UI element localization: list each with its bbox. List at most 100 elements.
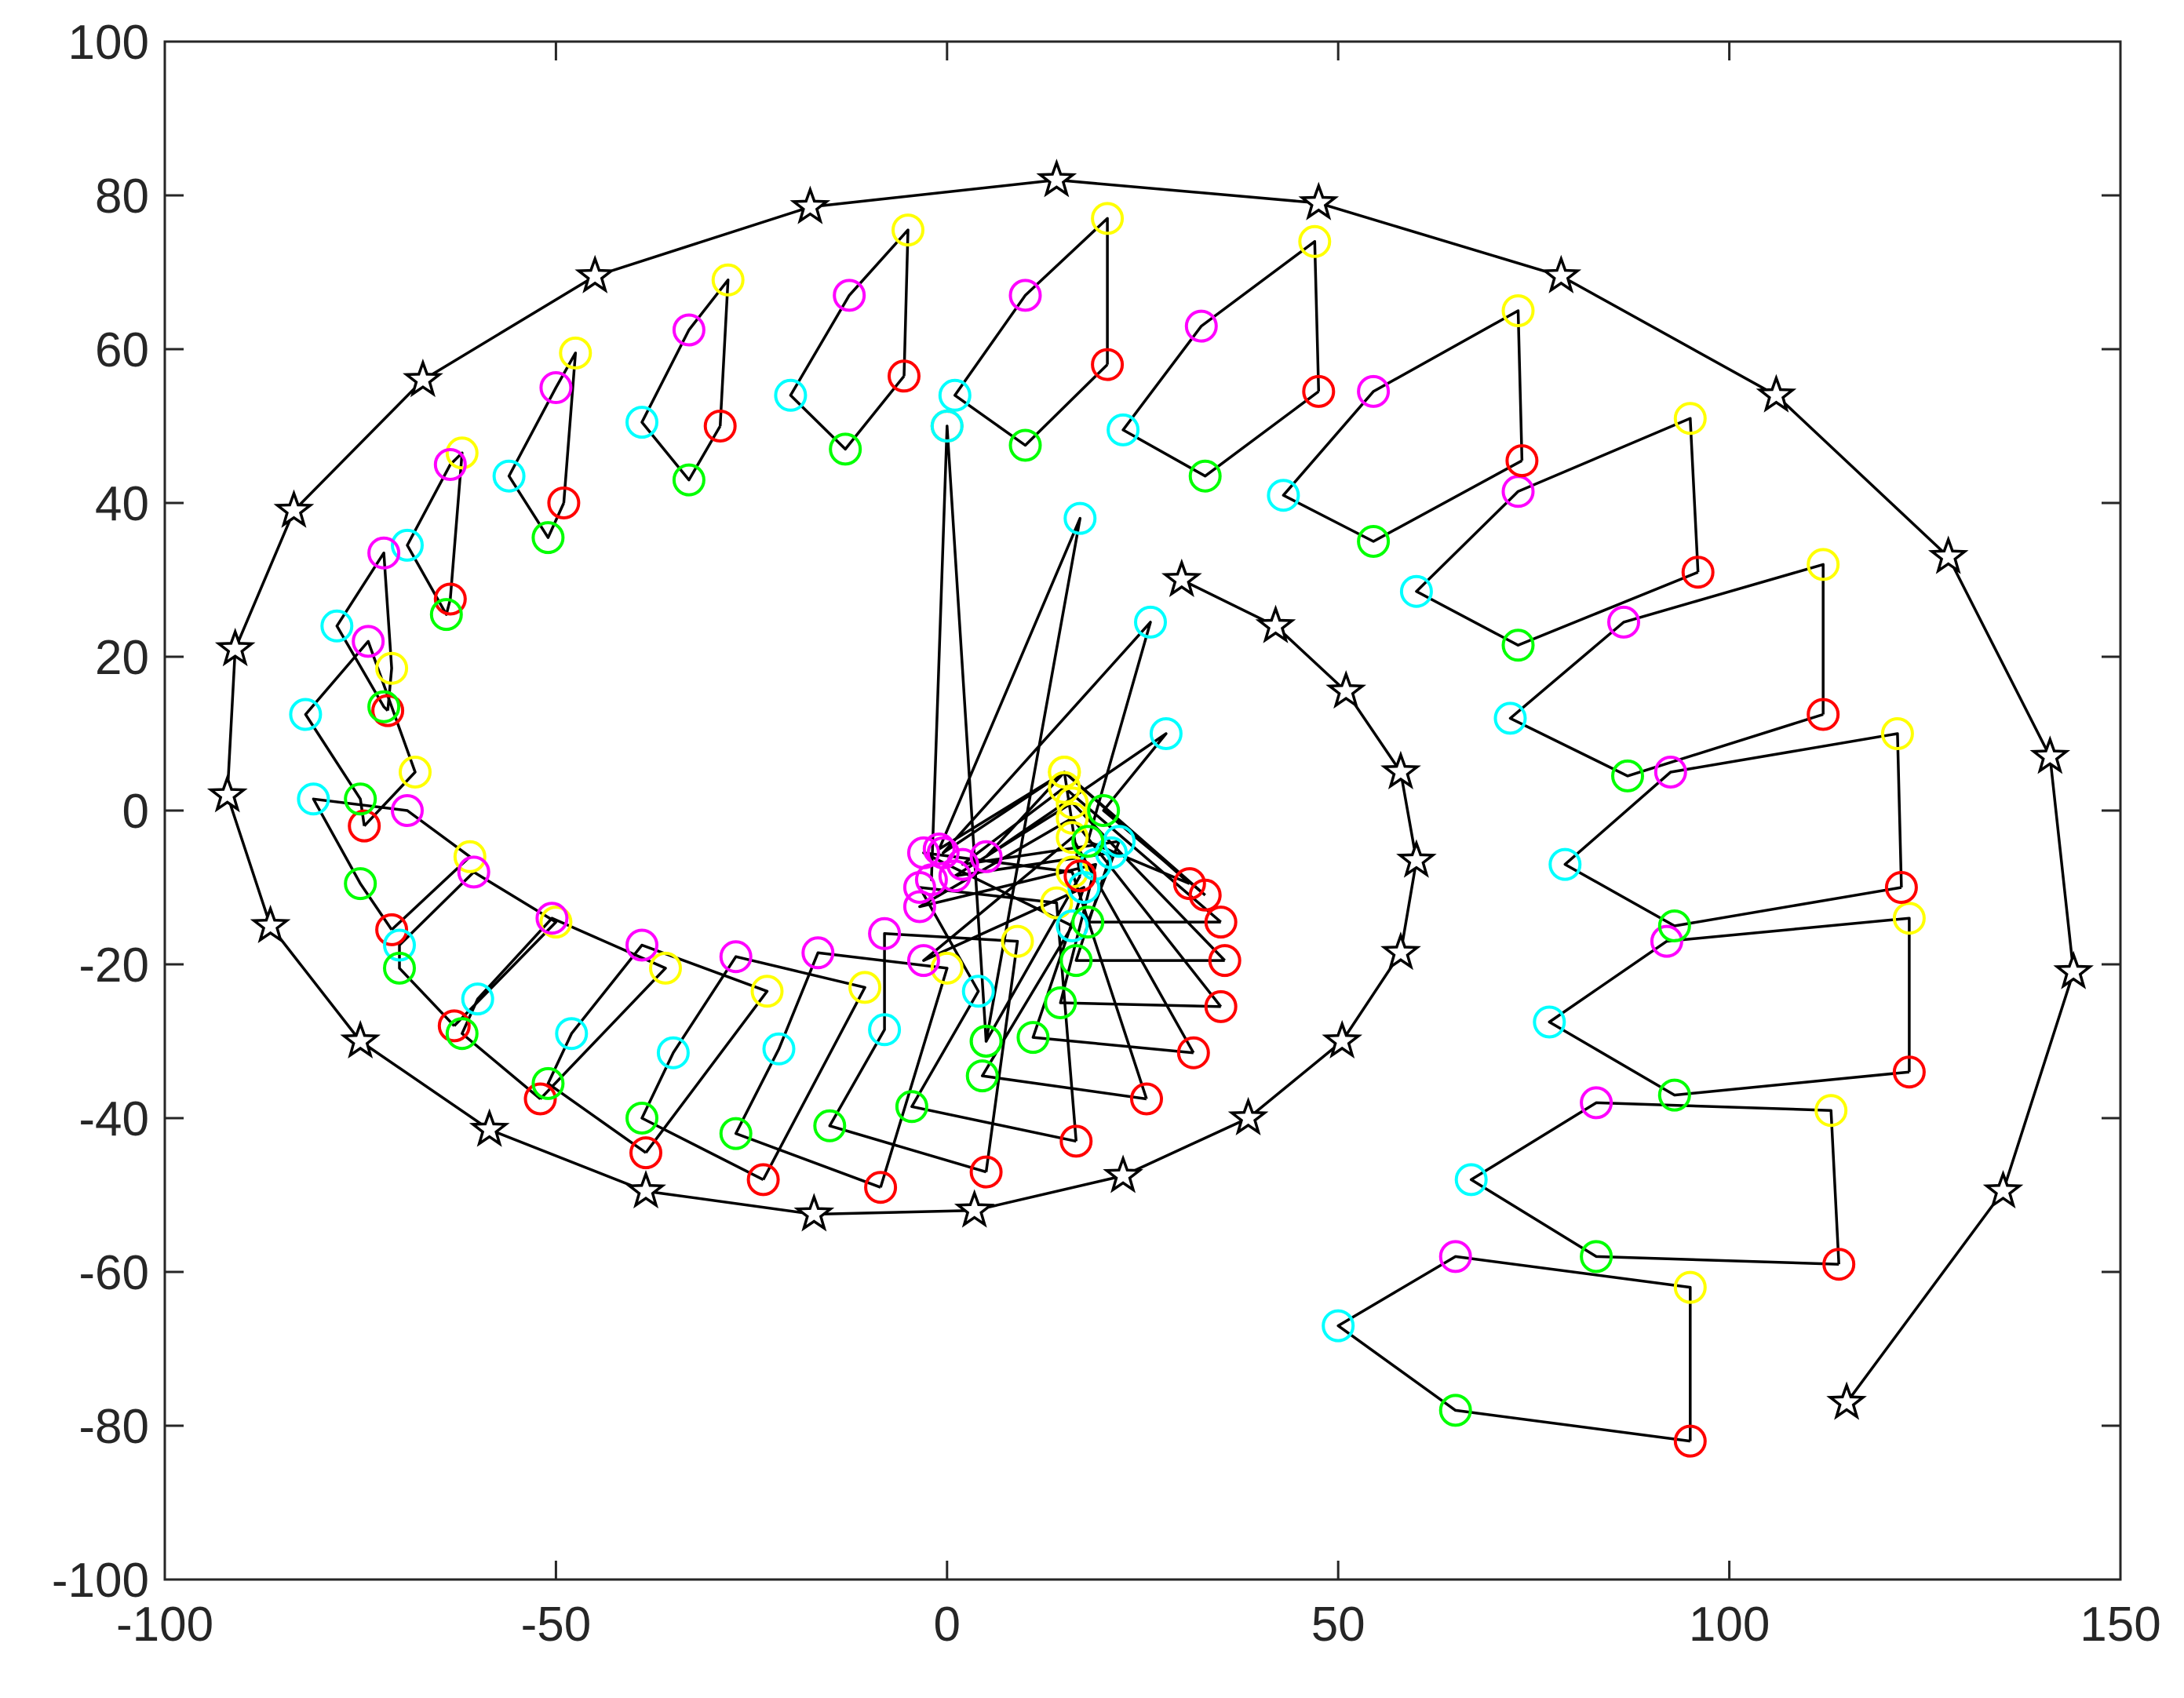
cyan-circle-point — [656, 1036, 690, 1069]
cyan-circle-point — [1533, 1005, 1566, 1039]
y-tick-label: 100 — [68, 16, 149, 70]
star-marker — [574, 254, 616, 293]
x-tick-label: 100 — [1689, 1598, 1770, 1652]
magenta-circle-point — [457, 855, 490, 889]
group-line-2 — [1548, 916, 1911, 1097]
cyan-circle-point — [461, 982, 494, 1016]
yellow-circle-point — [1807, 548, 1840, 581]
red-circle-point — [1673, 1424, 1707, 1458]
cyan-circle-point — [289, 698, 323, 731]
y-tick-label: -40 — [78, 1092, 149, 1146]
green-circle-point — [1611, 759, 1644, 793]
cyan-circle-point — [1063, 501, 1097, 535]
group-line-27 — [961, 785, 1222, 924]
red-circle-point — [433, 582, 467, 616]
group-line-21 — [828, 932, 1019, 1174]
cyan-circle-point — [1056, 909, 1089, 942]
red-circle-point — [1091, 348, 1125, 381]
group-line-6 — [1282, 309, 1524, 543]
group-line-17 — [461, 916, 667, 1100]
cyan-circle-point — [1322, 1309, 1355, 1343]
star-marker — [793, 1193, 835, 1232]
group-line-0 — [1336, 1255, 1692, 1443]
red-circle-point — [703, 410, 737, 443]
green-circle-point — [1071, 905, 1105, 939]
green-circle-point — [672, 463, 706, 497]
cyan-circle-point — [1454, 1163, 1488, 1197]
yellow-circle-point — [1048, 756, 1081, 789]
group-line-4 — [1508, 563, 1825, 778]
red-circle-point — [1176, 1036, 1210, 1069]
group-line-10 — [640, 279, 730, 482]
magenta-circle-point — [535, 902, 569, 935]
cyan-circle-point — [625, 406, 658, 439]
red-circle-point — [371, 694, 405, 727]
yellow-circle-point — [1673, 1270, 1707, 1304]
magenta-circle-point — [367, 536, 401, 570]
cyan-circle-point — [762, 1032, 796, 1066]
magenta-circle-point — [1184, 309, 1218, 343]
green-circle-point — [969, 1025, 1003, 1058]
yellow-circle-point — [399, 756, 432, 789]
magenta-circle-point — [833, 279, 866, 312]
magenta-circle-point — [391, 794, 424, 827]
star-marker — [2053, 950, 2094, 989]
red-circle-point — [523, 1082, 557, 1116]
y-tick-label: 60 — [95, 323, 149, 377]
cyan-circle-point — [774, 378, 808, 412]
star-marker — [273, 489, 315, 528]
yellow-circle-point — [1056, 786, 1089, 820]
red-circle-point — [1059, 1124, 1093, 1158]
red-circle-point — [1208, 944, 1241, 978]
green-circle-point — [531, 521, 565, 555]
magenta-circle-point — [902, 890, 936, 924]
magenta-circle-point — [1653, 756, 1687, 789]
red-circle-point — [1505, 444, 1539, 478]
green-circle-point — [625, 1102, 658, 1135]
star-marker — [625, 1169, 666, 1209]
yellow-circle-point — [1298, 224, 1332, 258]
group-line-11 — [507, 352, 578, 539]
magenta-circle-point — [719, 940, 753, 974]
cyan-circle-point — [1267, 479, 1300, 512]
green-circle-point — [1438, 1394, 1472, 1427]
star-marker — [1380, 750, 1421, 790]
red-circle-point — [348, 809, 381, 843]
star-marker — [1161, 558, 1202, 598]
y-tick-label: 80 — [95, 169, 149, 224]
star-marker — [2029, 735, 2071, 774]
star-marker — [469, 1108, 510, 1147]
red-circle-point — [1681, 556, 1715, 589]
tick-labels-layer: -100 -50 0 50 100 150 100 80 60 40 20 0 -20 -40 -60 -80… — [52, 16, 2161, 1652]
red-circle-point — [1892, 1055, 1926, 1089]
green-circle-point — [1357, 525, 1391, 558]
cyan-circle-point — [1149, 717, 1183, 750]
cyan-circle-point — [1107, 413, 1140, 446]
star-marker — [403, 358, 443, 398]
green-circle-point — [344, 867, 377, 901]
yellow-circle-point — [375, 651, 409, 685]
green-circle-point — [344, 782, 377, 816]
red-circle-point — [375, 913, 409, 946]
green-circle-point — [895, 1090, 928, 1124]
green-circle-point — [829, 432, 862, 466]
red-circle-point — [746, 1163, 780, 1197]
green-circle-point — [1087, 794, 1121, 827]
magenta-circle-point — [1357, 374, 1391, 408]
star-marker — [1540, 254, 1582, 293]
y-tick-label: -80 — [78, 1400, 149, 1454]
cyan-circle-point — [1493, 701, 1527, 735]
red-circle-point — [1822, 1248, 1856, 1281]
star-marker — [1103, 1154, 1143, 1193]
magenta-circle-point — [926, 836, 960, 869]
red-circle-point — [1807, 698, 1840, 731]
yellow-circle-point — [649, 951, 682, 985]
cyan-circle-point — [868, 1013, 902, 1047]
yellow-circle-point — [453, 840, 487, 873]
red-circle-point — [437, 1009, 471, 1043]
cyan-circle-point — [1399, 574, 1433, 608]
green-circle-point — [1071, 825, 1105, 858]
y-tick-label: 20 — [95, 631, 149, 685]
cyan-circle-point — [1134, 605, 1167, 639]
